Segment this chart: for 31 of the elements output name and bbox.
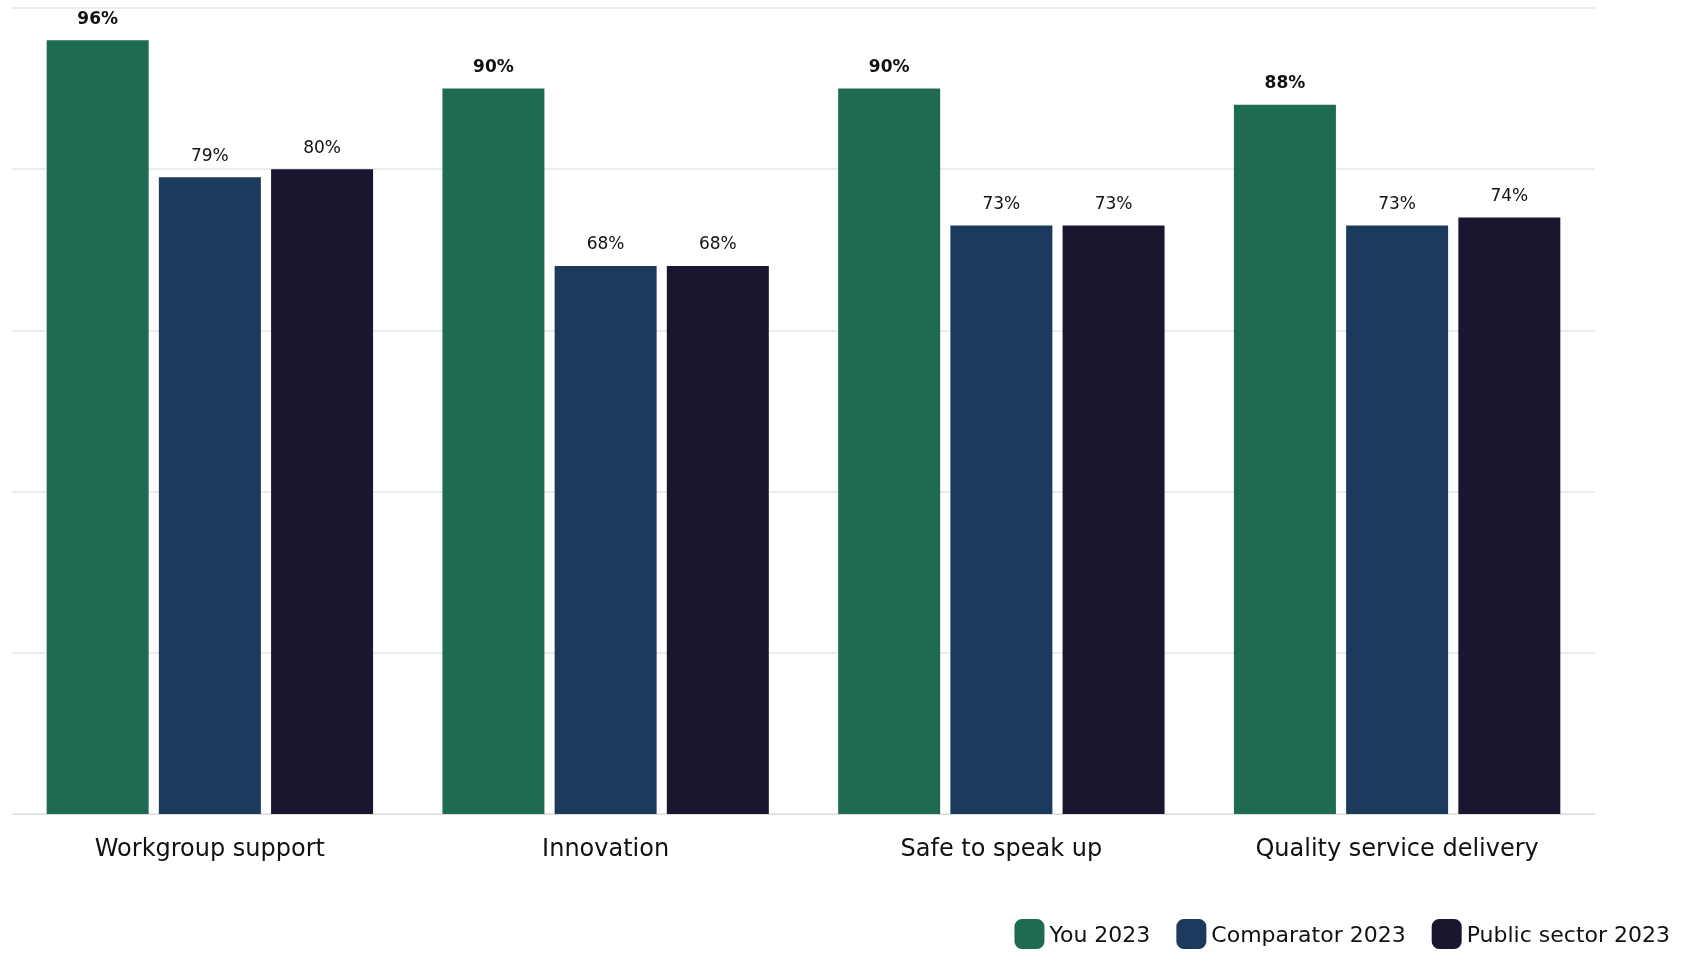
data-label: 68%: [586, 233, 625, 254]
data-label: 96%: [77, 7, 119, 28]
data-label: 73%: [1378, 193, 1417, 214]
data-label: 79%: [190, 144, 229, 165]
legend-label: Comparator 2023: [1211, 921, 1406, 947]
bar: [271, 169, 374, 814]
data-label: 90%: [868, 56, 910, 77]
bar: [442, 88, 545, 814]
x-tick-label: Safe to speak up: [900, 834, 1103, 862]
bar: [158, 177, 261, 814]
bar: [554, 265, 657, 814]
data-label: 90%: [473, 56, 514, 77]
legend-label: You 2023: [1048, 921, 1151, 947]
x-tick-label: Innovation: [542, 834, 670, 862]
data-label: 88%: [1264, 72, 1306, 93]
bar: [46, 40, 149, 814]
data-label: 73%: [1094, 193, 1133, 214]
legend-label: Public sector 2023: [1466, 921, 1671, 947]
bar: [838, 88, 941, 814]
x-tick-label: Workgroup support: [94, 834, 325, 862]
data-label: 68%: [698, 233, 737, 254]
bar: [1062, 225, 1165, 814]
data-label: 80%: [303, 136, 341, 157]
x-tick-label: Quality service delivery: [1255, 834, 1539, 862]
bar: [1233, 104, 1336, 814]
bar: [1346, 225, 1449, 814]
data-label: 73%: [982, 193, 1021, 214]
bar: [1458, 217, 1561, 814]
bar: [666, 265, 769, 814]
data-label: 74%: [1490, 185, 1529, 206]
bar: [950, 225, 1053, 814]
